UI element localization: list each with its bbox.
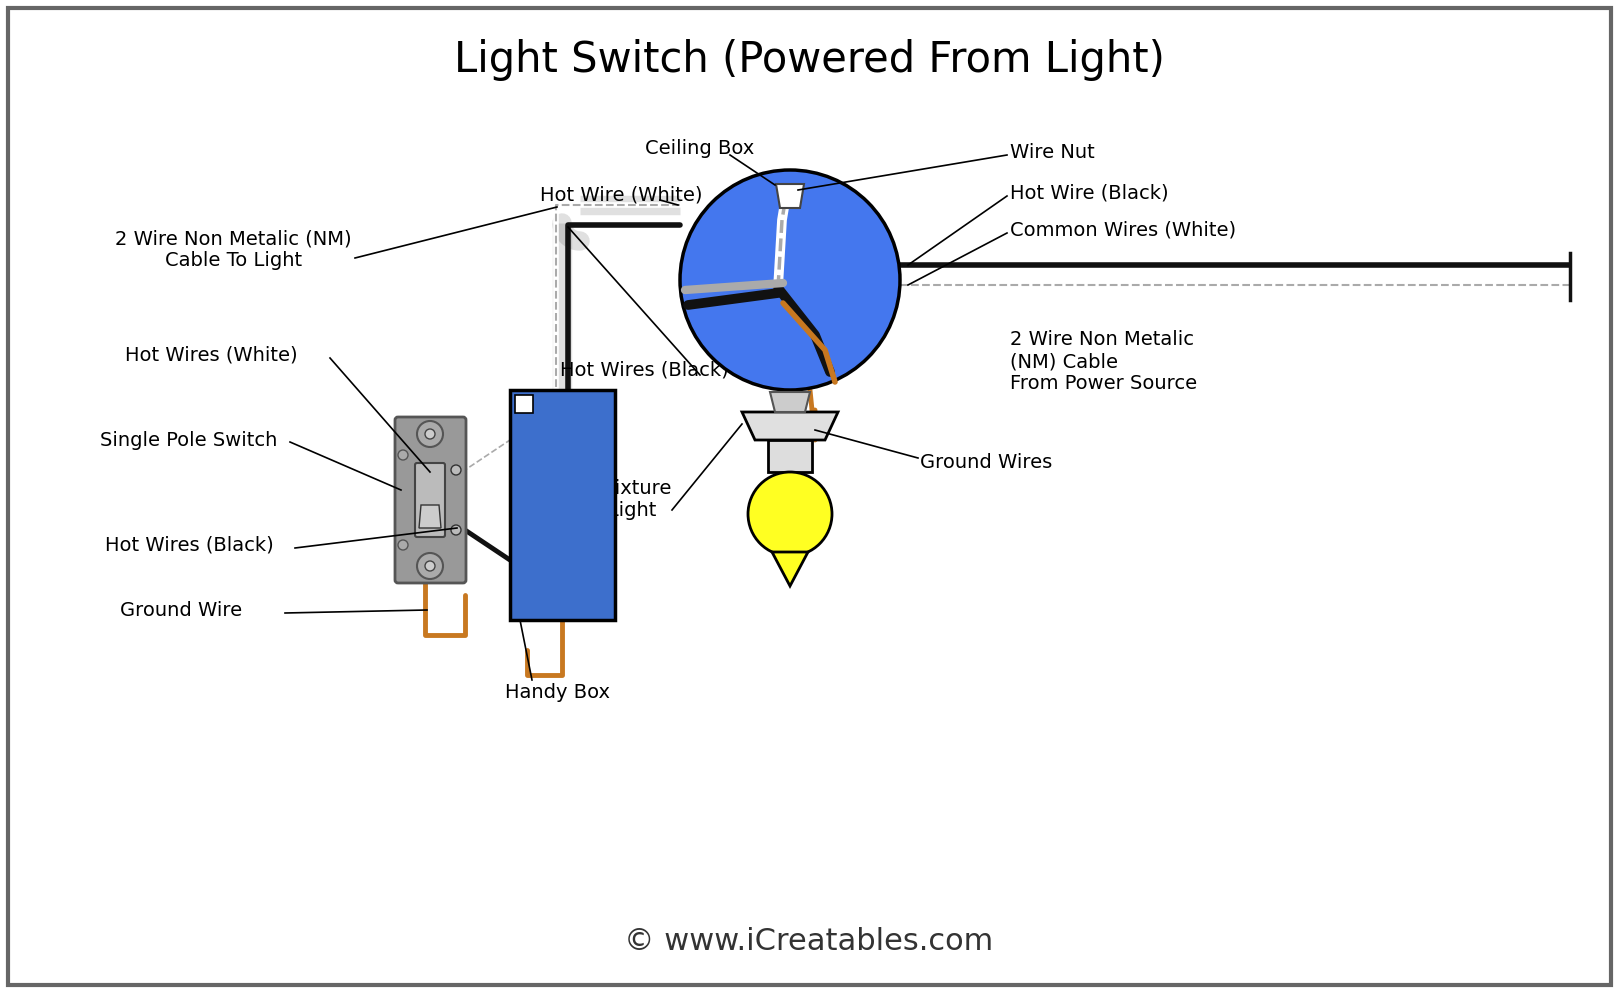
Circle shape [452, 525, 461, 535]
FancyBboxPatch shape [767, 440, 813, 472]
Text: Handy Box: Handy Box [505, 682, 609, 701]
Text: Hot Wire (White): Hot Wire (White) [541, 186, 703, 205]
Text: Ground Wire: Ground Wire [120, 601, 243, 620]
FancyBboxPatch shape [515, 395, 533, 413]
Polygon shape [776, 184, 805, 208]
Text: Hot Wires (Black): Hot Wires (Black) [105, 535, 274, 554]
Text: Wire Nut: Wire Nut [1010, 143, 1094, 162]
Circle shape [680, 170, 900, 390]
Circle shape [452, 465, 461, 475]
Circle shape [748, 472, 832, 556]
Polygon shape [742, 412, 839, 440]
FancyBboxPatch shape [395, 417, 466, 583]
Text: Hot Wires (Black): Hot Wires (Black) [560, 360, 729, 379]
Text: Common Wires (White): Common Wires (White) [1010, 220, 1237, 239]
Text: 2 Wire Non Metalic (NM)
Cable To Light: 2 Wire Non Metalic (NM) Cable To Light [115, 229, 351, 270]
Circle shape [426, 429, 436, 439]
Text: Light Switch (Powered From Light): Light Switch (Powered From Light) [453, 39, 1164, 81]
Polygon shape [771, 392, 810, 412]
Text: Light Fixture
and Light: Light Fixture and Light [550, 480, 672, 520]
Text: Ceiling Box: Ceiling Box [646, 138, 754, 158]
Text: 2 Wire Non Metalic
(NM) Cable
From Power Source: 2 Wire Non Metalic (NM) Cable From Power… [1010, 330, 1196, 393]
Text: Hot Wire (Black): Hot Wire (Black) [1010, 184, 1169, 203]
Text: Single Pole Switch: Single Pole Switch [100, 431, 277, 450]
Circle shape [426, 561, 436, 571]
Text: Hot Wires (White): Hot Wires (White) [125, 346, 298, 364]
Text: Ground Wires: Ground Wires [920, 453, 1052, 472]
FancyBboxPatch shape [414, 463, 445, 537]
Circle shape [398, 540, 408, 550]
Text: © www.iCreatables.com: © www.iCreatables.com [625, 927, 994, 956]
Circle shape [398, 450, 408, 460]
Polygon shape [419, 505, 440, 528]
FancyBboxPatch shape [510, 390, 615, 620]
Circle shape [418, 421, 444, 447]
Circle shape [418, 553, 444, 579]
Polygon shape [772, 552, 808, 586]
